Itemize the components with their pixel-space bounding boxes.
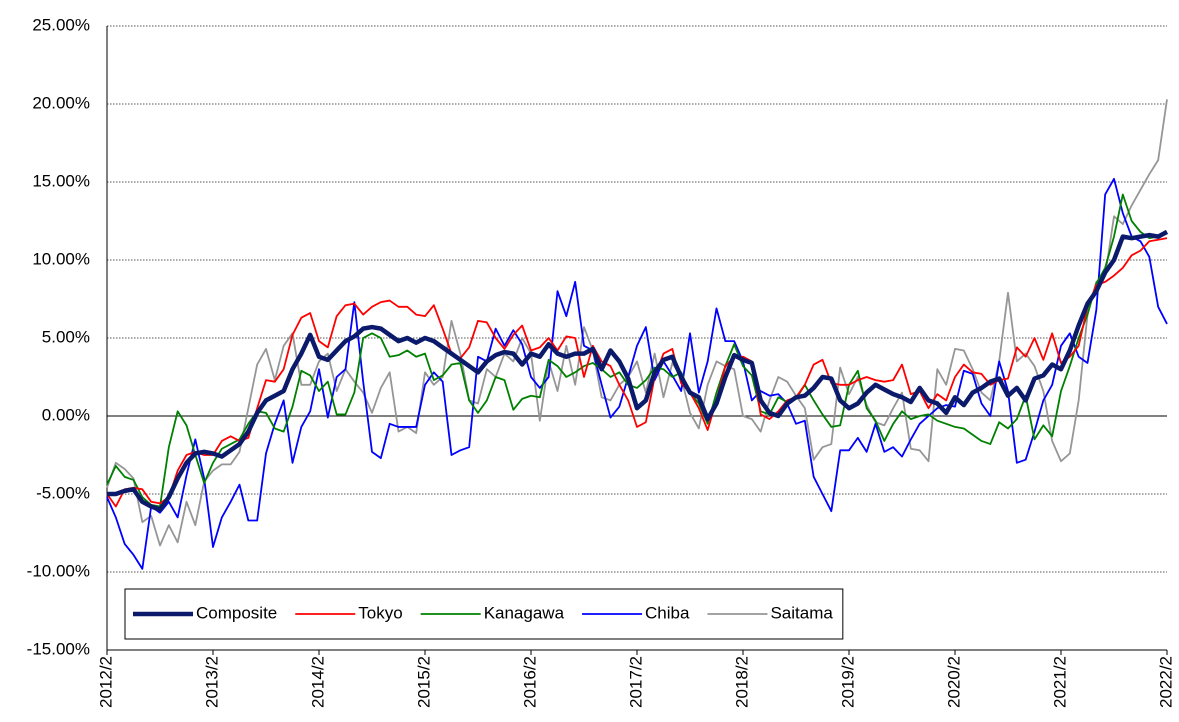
x-tick-label: 2022/2 <box>1156 656 1175 708</box>
legend-label: Kanagawa <box>484 603 565 622</box>
series-line <box>106 99 1168 547</box>
series-line <box>106 193 1168 508</box>
x-tick-label: 2021/2 <box>1050 656 1069 708</box>
legend-label: Composite <box>196 603 277 622</box>
x-tick-label: 2020/2 <box>944 656 963 708</box>
legend-label: Tokyo <box>358 603 402 622</box>
series-line <box>106 177 1168 570</box>
y-tick-label: -5.00% <box>36 483 90 502</box>
x-tick-label: 2013/2 <box>202 656 221 708</box>
y-tick-label: 0.00% <box>42 405 90 424</box>
y-tick-label: 15.00% <box>32 171 90 190</box>
x-tick-label: 2018/2 <box>732 656 751 708</box>
x-tick-label: 2014/2 <box>308 656 327 708</box>
legend-label: Chiba <box>645 603 690 622</box>
y-tick-label: 20.00% <box>32 93 90 112</box>
x-tick-label: 2015/2 <box>414 656 433 708</box>
y-tick-label: 25.00% <box>32 15 90 34</box>
x-tick-label: 2012/2 <box>96 656 115 708</box>
x-tick-label: 2019/2 <box>838 656 857 708</box>
x-tick-label: 2016/2 <box>520 656 539 708</box>
y-tick-label: 5.00% <box>42 327 90 346</box>
y-tick-label: -10.00% <box>27 561 90 580</box>
legend-label: Saitama <box>770 603 833 622</box>
x-tick-label: 2017/2 <box>626 656 645 708</box>
series-line <box>106 237 1168 508</box>
series-line <box>107 229 1169 512</box>
legend: Composite Tokyo Kanagawa Chiba Saitama <box>124 588 844 640</box>
y-tick-label: 10.00% <box>32 249 90 268</box>
y-tick-label: -15.00% <box>27 639 90 658</box>
